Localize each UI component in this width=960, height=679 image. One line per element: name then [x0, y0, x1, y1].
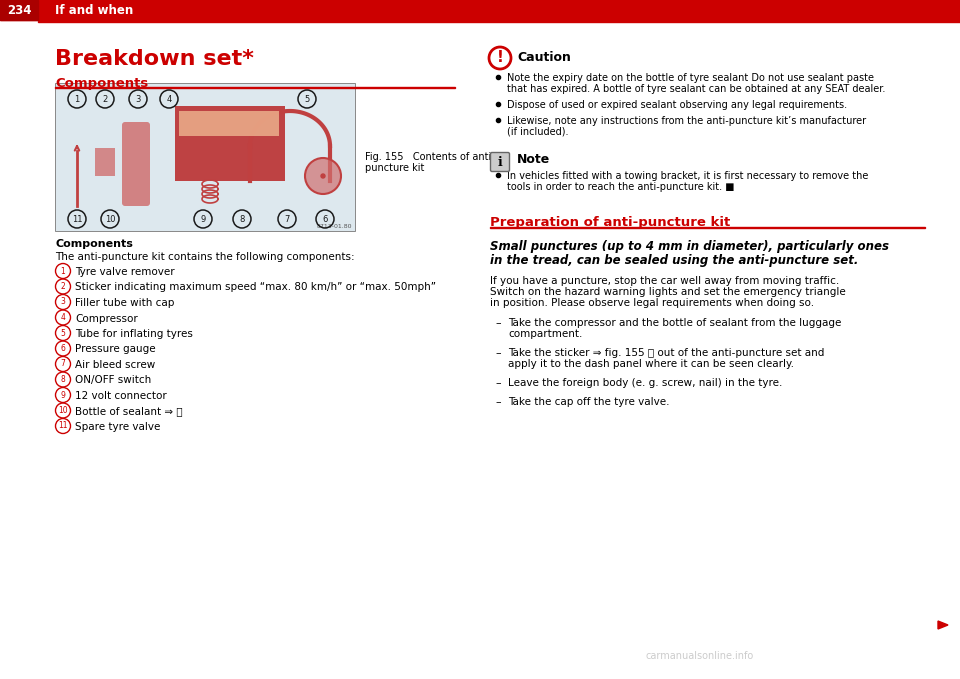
Text: 4: 4: [166, 94, 172, 103]
Text: Spare tyre valve: Spare tyre valve: [75, 422, 160, 432]
Text: !: !: [496, 50, 503, 65]
Text: Note: Note: [517, 153, 550, 166]
Text: 7: 7: [60, 359, 65, 369]
Text: i: i: [497, 155, 502, 168]
Text: 8: 8: [60, 375, 65, 384]
Text: 12 volt connector: 12 volt connector: [75, 391, 167, 401]
Text: Bottle of sealant ⇒ ⓘ: Bottle of sealant ⇒ ⓘ: [75, 407, 182, 416]
Text: in the tread, can be sealed using the anti-puncture set.: in the tread, can be sealed using the an…: [490, 254, 858, 267]
Text: 2: 2: [60, 282, 65, 291]
Text: in position. Please observe legal requirements when doing so.: in position. Please observe legal requir…: [490, 298, 814, 308]
Text: Small punctures (up to 4 mm in diameter), particularly ones: Small punctures (up to 4 mm in diameter)…: [490, 240, 889, 253]
Text: Switch on the hazard warning lights and set the emergency triangle: Switch on the hazard warning lights and …: [490, 287, 846, 297]
Text: Compressor: Compressor: [75, 314, 137, 323]
Text: (if included).: (if included).: [507, 127, 568, 137]
FancyBboxPatch shape: [491, 153, 510, 172]
Text: 9: 9: [60, 390, 65, 399]
Text: 8713-01.80: 8713-01.80: [317, 224, 352, 229]
Text: 6: 6: [60, 344, 65, 353]
Text: Take the compressor and the bottle of sealant from the luggage: Take the compressor and the bottle of se…: [508, 318, 841, 328]
Bar: [55, 83, 355, 231]
Text: puncture kit: puncture kit: [365, 163, 424, 173]
Text: Take the sticker ⇒ fig. 155 Ⓐ out of the anti-puncture set and: Take the sticker ⇒ fig. 155 Ⓐ out of the…: [508, 348, 825, 358]
Text: Caution: Caution: [517, 51, 571, 64]
Text: 11: 11: [59, 422, 68, 430]
Text: 8: 8: [239, 215, 245, 223]
Text: In vehicles fitted with a towing bracket, it is first necessary to remove the: In vehicles fitted with a towing bracket…: [507, 171, 869, 181]
Bar: [55, 87, 455, 88]
Text: Dispose of used or expired sealant observing any legal requirements.: Dispose of used or expired sealant obser…: [507, 100, 847, 110]
Text: that has expired. A bottle of tyre sealant can be obtained at any SEAT dealer.: that has expired. A bottle of tyre seala…: [507, 84, 885, 94]
Text: Take the cap off the tyre valve.: Take the cap off the tyre valve.: [508, 397, 669, 407]
Text: 10: 10: [59, 406, 68, 415]
Bar: [179, 111, 279, 136]
Text: 3: 3: [135, 94, 141, 103]
Text: 7: 7: [284, 215, 290, 223]
Text: –: –: [495, 348, 500, 358]
Bar: [38, 20, 960, 22]
Text: If you have a puncture, stop the car well away from moving traffic.: If you have a puncture, stop the car wel…: [490, 276, 839, 286]
Text: ON/OFF switch: ON/OFF switch: [75, 375, 152, 386]
Text: Components: Components: [55, 77, 148, 90]
Text: Tube for inflating tyres: Tube for inflating tyres: [75, 329, 193, 339]
Text: Pressure gauge: Pressure gauge: [75, 344, 156, 354]
Text: Note the expiry date on the bottle of tyre sealant Do not use sealant paste: Note the expiry date on the bottle of ty…: [507, 73, 874, 83]
Text: Likewise, note any instructions from the anti-puncture kit’s manufacturer: Likewise, note any instructions from the…: [507, 116, 866, 126]
Text: 5: 5: [60, 329, 65, 337]
Text: 4: 4: [60, 313, 65, 322]
Text: compartment.: compartment.: [508, 329, 583, 339]
Text: Filler tube with cap: Filler tube with cap: [75, 298, 175, 308]
Circle shape: [321, 174, 325, 178]
Text: Preparation of anti-puncture kit: Preparation of anti-puncture kit: [490, 216, 731, 229]
Bar: [175, 106, 285, 181]
Text: Fig. 155   Contents of anti-: Fig. 155 Contents of anti-: [365, 152, 494, 162]
Bar: [0, 0, 960, 20]
Text: Air bleed screw: Air bleed screw: [75, 360, 156, 370]
FancyArrowPatch shape: [75, 146, 80, 151]
Text: carmanualsonline.info: carmanualsonline.info: [646, 651, 755, 661]
Polygon shape: [938, 621, 948, 629]
Text: tools in order to reach the anti-puncture kit. ■: tools in order to reach the anti-punctur…: [507, 182, 734, 192]
Text: Breakdown set*: Breakdown set*: [55, 49, 253, 69]
Bar: [490, 227, 925, 228]
Text: 234: 234: [7, 3, 32, 16]
Text: 2: 2: [103, 94, 108, 103]
Text: If and when: If and when: [55, 3, 133, 16]
Text: 1: 1: [74, 94, 80, 103]
Text: 11: 11: [72, 215, 83, 223]
Text: –: –: [495, 318, 500, 328]
Bar: [0, 0, 38, 20]
Text: 10: 10: [105, 215, 115, 223]
Text: –: –: [495, 397, 500, 407]
FancyBboxPatch shape: [122, 122, 150, 206]
Text: 1: 1: [60, 266, 65, 276]
Text: 9: 9: [201, 215, 205, 223]
Text: –: –: [495, 378, 500, 388]
Text: Components: Components: [55, 239, 132, 249]
Text: Sticker indicating maximum speed “max. 80 km/h” or “max. 50mph”: Sticker indicating maximum speed “max. 8…: [75, 282, 436, 293]
Text: Tyre valve remover: Tyre valve remover: [75, 267, 175, 277]
Text: 3: 3: [60, 297, 65, 306]
Text: Leave the foreign body (e. g. screw, nail) in the tyre.: Leave the foreign body (e. g. screw, nai…: [508, 378, 782, 388]
Text: 6: 6: [323, 215, 327, 223]
Bar: [95, 148, 115, 176]
Text: apply it to the dash panel where it can be seen clearly.: apply it to the dash panel where it can …: [508, 359, 794, 369]
Text: The anti-puncture kit contains the following components:: The anti-puncture kit contains the follo…: [55, 252, 354, 262]
Text: 5: 5: [304, 94, 310, 103]
Circle shape: [305, 158, 341, 194]
